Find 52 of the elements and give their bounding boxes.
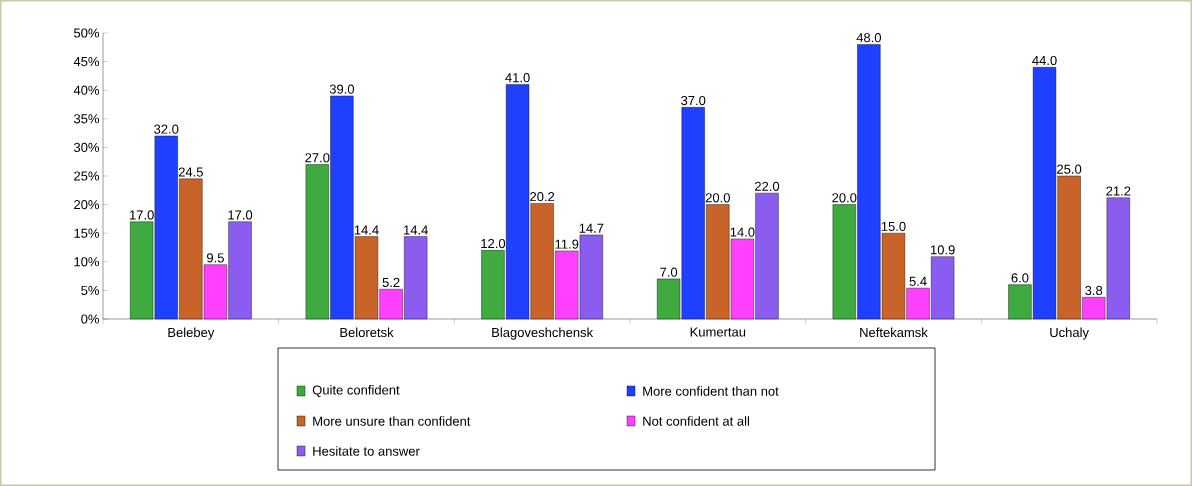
data-label: 14.4: [354, 225, 379, 235]
x-tick-label: Neftekamsk: [860, 327, 928, 338]
x-tick-label: Beloretsk: [340, 327, 394, 338]
data-label: 17.0: [228, 210, 253, 220]
data-label: 11.9: [555, 239, 579, 249]
data-label: 48.0: [856, 33, 882, 43]
data-label: 14.4: [404, 225, 428, 235]
data-label: 37.0: [681, 95, 706, 106]
data-label: 20.2: [530, 192, 555, 202]
data-label: 32.0: [154, 124, 179, 134]
y-tick-label: 45%: [73, 57, 100, 67]
y-tick-label: 10%: [74, 257, 100, 267]
data-label: 27.0: [305, 153, 330, 163]
y-tick-label: 5%: [81, 285, 100, 295]
legend-label: More unsure than confident: [313, 416, 471, 426]
data-label: 3.8: [1085, 285, 1103, 296]
legend-label: Quite confident: [312, 385, 400, 397]
x-tick-label: Kumertau: [690, 327, 746, 337]
data-label: 39.0: [329, 84, 355, 94]
data-label: 22.0: [755, 181, 780, 191]
y-tick-label: 20%: [74, 199, 100, 210]
data-label: 15.0: [881, 221, 906, 231]
data-label: 12.0: [481, 238, 506, 249]
y-tick-label: 40%: [73, 85, 100, 95]
data-label: 24.5: [178, 167, 203, 177]
y-tick-label: 25%: [74, 171, 100, 181]
data-label: 7.0: [660, 267, 678, 277]
x-tick-label: Belebey: [168, 327, 215, 340]
data-label: 9.5: [207, 253, 224, 263]
y-tick-label: 15%: [74, 228, 100, 238]
y-tick-label: 30%: [73, 142, 100, 152]
y-tick-label: 35%: [73, 114, 100, 124]
legend-label: Hesitate to answer: [313, 446, 420, 456]
data-label: 5.2: [382, 277, 400, 288]
data-label: 6.0: [1011, 273, 1029, 283]
x-tick-label: Uchaly: [1050, 327, 1089, 340]
data-label: 20.0: [705, 193, 730, 203]
legend-label: Not confident at all: [643, 416, 749, 426]
data-label: 14.7: [579, 223, 604, 233]
legend-label: More confident than not: [643, 386, 779, 396]
data-label: 21.2: [1106, 186, 1131, 196]
data-label: 17.0: [129, 210, 154, 220]
data-label: 25.0: [1057, 164, 1082, 174]
data-label: 41.0: [505, 73, 530, 83]
y-tick-label: 0%: [81, 314, 100, 324]
data-label: 14.0: [730, 227, 755, 237]
data-label: 10.9: [930, 245, 955, 255]
data-label: 20.0: [832, 193, 857, 203]
y-tick-label: 50%: [73, 28, 100, 38]
data-label: 5.4: [909, 276, 927, 286]
x-tick-label: Blagoveshchensk: [492, 327, 594, 340]
data-label: 44.0: [1032, 55, 1057, 66]
